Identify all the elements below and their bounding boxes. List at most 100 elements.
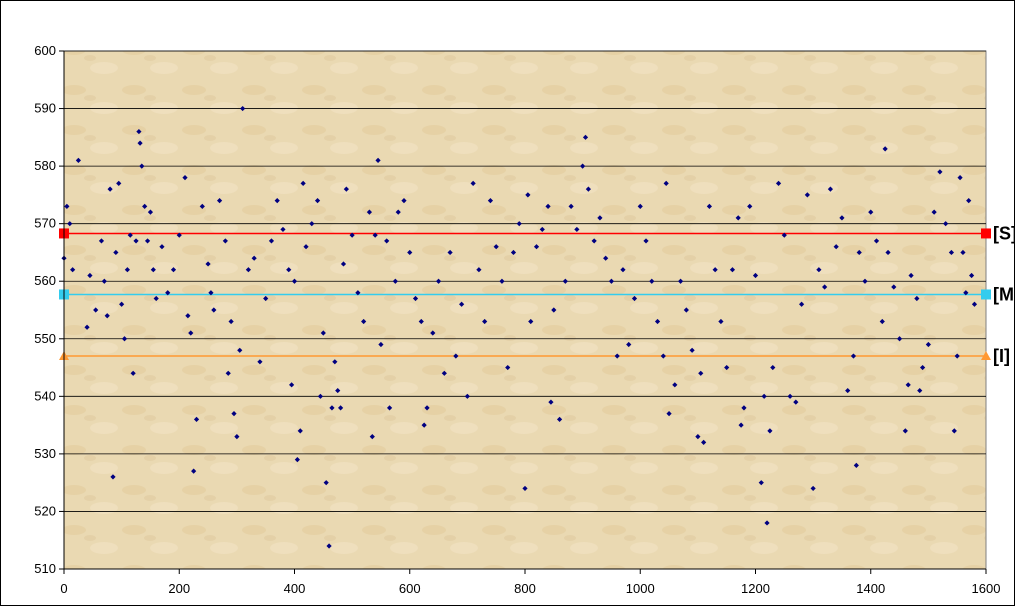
x-tick-label: 200 [168,581,190,596]
data-point [208,290,214,296]
data-points [61,105,978,549]
data-point [775,180,782,186]
data-point [539,226,545,233]
data-point [453,353,459,359]
data-point [343,186,349,192]
data-point [470,180,476,186]
data-point [234,434,240,440]
reference-line-labels: [S] [M] [I] [993,223,1015,366]
y-tick-label: 600 [34,43,56,58]
x-tick-label: 1000 [626,581,655,596]
data-point [87,272,93,279]
data-point [793,399,799,405]
data-point [637,203,643,209]
data-point [631,295,638,302]
data-point [191,468,197,474]
data-point [366,209,373,215]
data-point [908,272,914,279]
data-point [147,209,154,215]
data-point [75,157,82,163]
data-point [384,238,390,244]
data-point [326,543,332,549]
data-point [104,313,110,319]
data-point [372,232,378,238]
data-point [499,278,505,284]
data-point [603,255,609,261]
data-point [591,238,597,244]
data-point [516,221,522,227]
data-point [649,278,655,284]
data-point [525,192,531,198]
data-point [424,405,430,411]
reference-line-label: [M] [993,284,1015,304]
data-point [914,295,920,302]
data-point [119,301,125,307]
data-point [464,393,470,399]
data-point [314,198,321,204]
data-point [663,180,669,186]
data-point [93,307,99,313]
x-tick-label: 800 [514,581,536,596]
data-point [297,428,303,434]
x-tick-label: 600 [399,581,421,596]
reference-line-marker [981,351,991,361]
data-point [968,272,975,279]
data-point [608,278,615,284]
data-point [113,249,119,256]
data-point [84,324,90,330]
data-point [879,318,885,325]
data-point [856,249,862,256]
data-point [338,405,344,411]
data-point [317,393,324,399]
data-point [698,370,704,376]
data-point [386,405,393,411]
data-point [340,261,347,267]
data-point [556,416,563,422]
y-tick-label: 510 [34,561,56,576]
data-point [216,198,223,204]
data-point [240,105,246,112]
data-point [764,520,770,526]
data-point [752,272,759,279]
data-point [735,215,741,221]
data-point [294,457,300,463]
data-point [441,370,447,376]
data-point [188,330,194,336]
data-point [937,169,943,175]
data-point [482,318,488,325]
data-point [493,244,499,250]
data-point [574,226,580,233]
data-point [98,238,105,244]
data-point [222,238,228,244]
data-point [303,244,309,250]
y-tick-label: 520 [34,503,56,518]
data-point [712,267,718,273]
reference-line-marker [981,289,991,300]
data-point [626,341,632,348]
data-point [193,416,200,422]
data-point [882,146,888,152]
data-point [683,307,689,313]
data-point [738,422,744,428]
data-point [827,186,834,192]
data-point [718,318,724,325]
data-point [533,244,540,250]
data-point [291,278,298,284]
data-point [758,480,764,486]
reference-line-marker [981,228,991,239]
data-point [701,439,707,445]
data-point [107,186,113,192]
data-point [706,203,712,209]
data-point [121,336,128,342]
x-tick-label: 1600 [972,581,1001,596]
data-point [133,238,139,244]
data-point [274,198,280,204]
data-point [585,186,591,192]
data-point [70,267,76,273]
data-point [689,347,695,353]
data-point [159,244,165,250]
x-tick-label: 0 [60,581,67,596]
data-point [833,244,839,250]
data-point [361,318,367,325]
